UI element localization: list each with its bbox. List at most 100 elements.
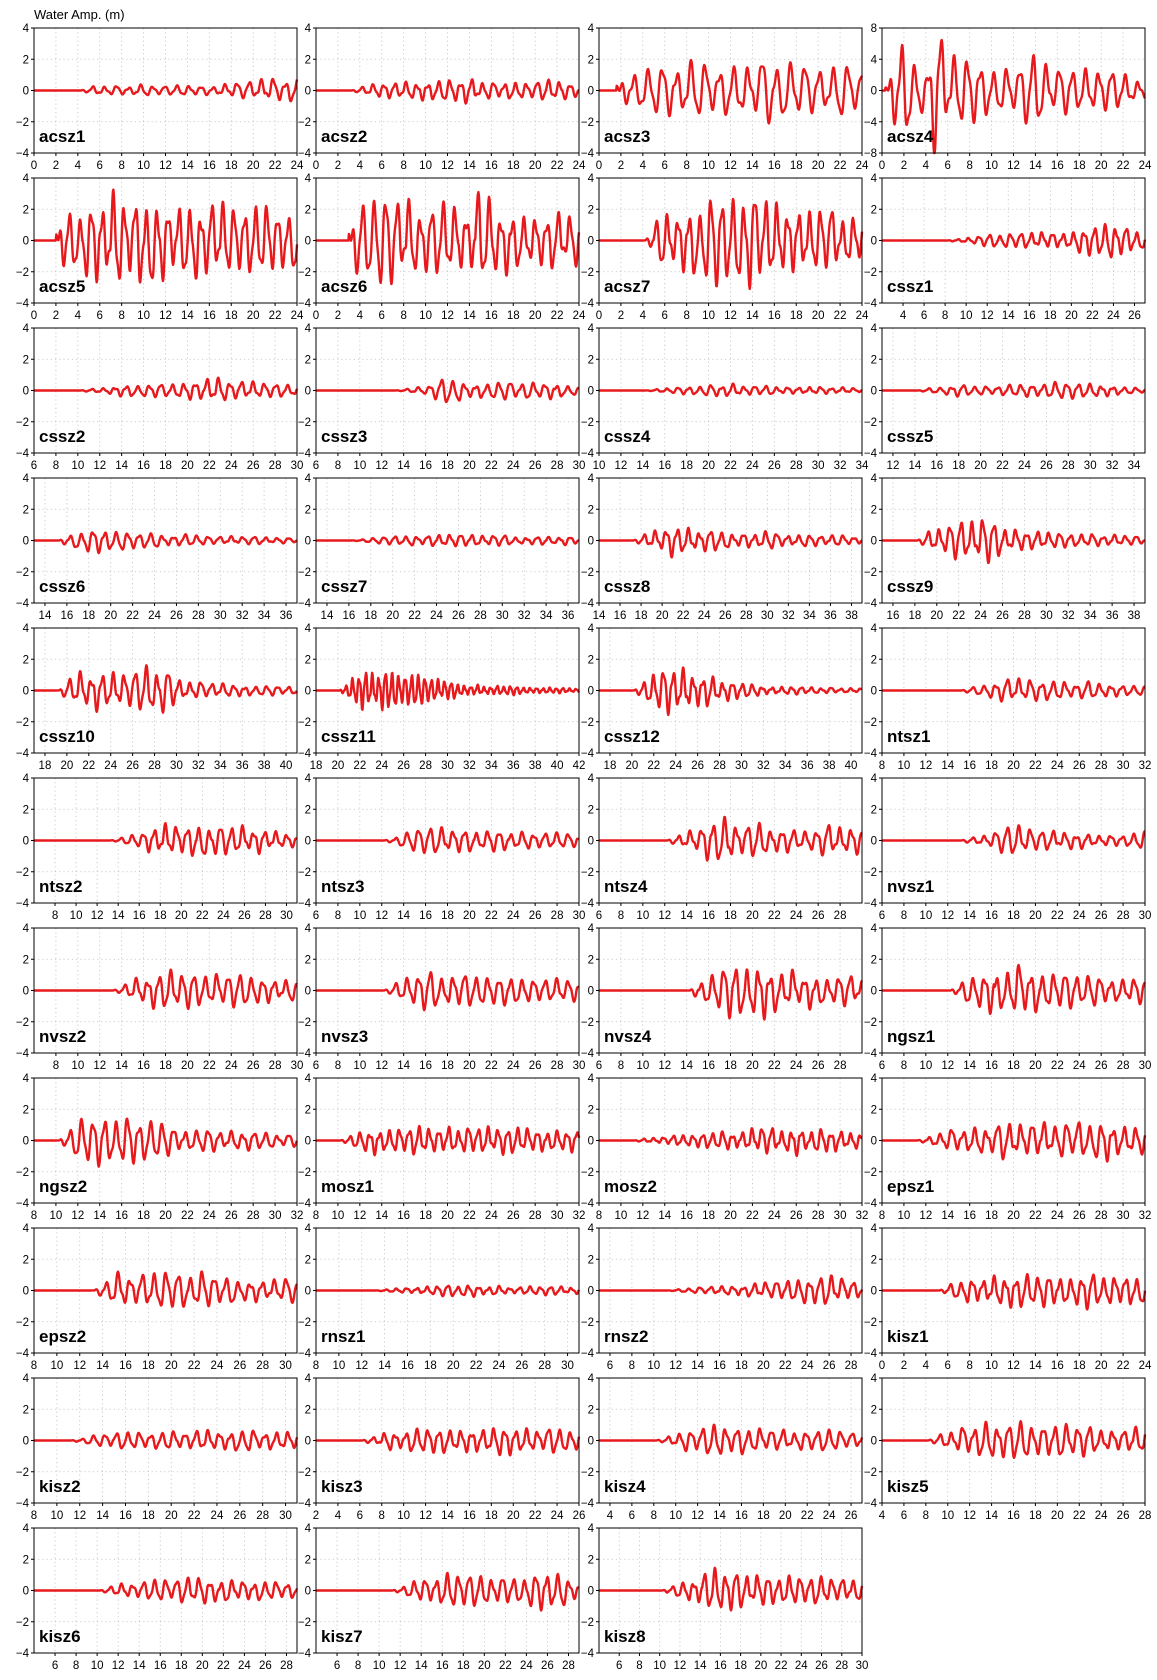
x-tick-label: 10 xyxy=(898,760,911,772)
x-tick-label: 0 xyxy=(596,310,602,322)
x-tick-label: 28 xyxy=(713,760,726,772)
x-tick-label: 18 xyxy=(419,1210,432,1222)
x-tick-label: 8 xyxy=(923,1510,929,1522)
y-tick-label: −2 xyxy=(581,1317,594,1329)
x-tick-label: 30 xyxy=(573,460,586,472)
panel-label: cssz1 xyxy=(887,277,933,296)
panel-label: kisz4 xyxy=(604,1477,646,1496)
y-tick-label: 4 xyxy=(23,773,30,785)
x-tick-label: 24 xyxy=(1095,1510,1108,1522)
panel-label: cssz12 xyxy=(604,727,660,746)
x-tick-label: 14 xyxy=(375,1210,388,1222)
y-tick-label: −4 xyxy=(298,898,312,910)
x-tick-label: 26 xyxy=(790,1210,803,1222)
x-tick-label: 24 xyxy=(551,1510,564,1522)
panel-label: kisz2 xyxy=(39,1477,81,1496)
x-tick-label: 20 xyxy=(746,910,759,922)
x-tick-label: 2 xyxy=(901,160,907,172)
y-tick-label: 4 xyxy=(23,473,30,485)
x-tick-label: 32 xyxy=(192,760,205,772)
x-tick-label: 32 xyxy=(856,1210,869,1222)
x-tick-label: 22 xyxy=(952,610,965,622)
x-tick-label: 28 xyxy=(269,1060,282,1072)
series-line-ntsz3 xyxy=(315,826,580,855)
panel-label: cssz10 xyxy=(39,727,95,746)
y-tick-label: 0 xyxy=(871,1136,877,1148)
x-tick-label: 8 xyxy=(879,1210,885,1222)
x-tick-label: 8 xyxy=(966,160,972,172)
x-tick-label: 24 xyxy=(238,1660,251,1672)
y-tick-label: −2 xyxy=(864,1467,877,1479)
x-tick-label: 12 xyxy=(1007,160,1020,172)
x-tick-label: 22 xyxy=(801,1510,814,1522)
x-tick-label: 14 xyxy=(593,610,606,622)
x-tick-label: 10 xyxy=(985,1360,998,1372)
panel-label: nvsz4 xyxy=(604,1027,652,1046)
x-tick-label: 14 xyxy=(397,460,410,472)
series-line-epsz1 xyxy=(881,1120,1147,1163)
x-tick-label: 24 xyxy=(790,1060,803,1072)
x-tick-label: 14 xyxy=(181,310,194,322)
x-tick-label: 6 xyxy=(596,910,602,922)
x-tick-label: 10 xyxy=(898,1210,911,1222)
x-tick-label: 6 xyxy=(313,460,319,472)
y-tick-label: 0 xyxy=(305,1286,311,1298)
x-tick-label: 12 xyxy=(981,310,994,322)
x-tick-label: 20 xyxy=(746,1060,759,1072)
y-tick-label: −2 xyxy=(581,1017,594,1029)
x-tick-label: 14 xyxy=(746,310,759,322)
x-tick-label: 18 xyxy=(142,1510,155,1522)
x-tick-label: 28 xyxy=(740,610,753,622)
x-tick-label: 20 xyxy=(779,1510,792,1522)
x-tick-label: 22 xyxy=(126,610,139,622)
x-tick-label: 12 xyxy=(375,910,388,922)
x-tick-label: 22 xyxy=(269,160,282,172)
x-tick-label: 18 xyxy=(735,1360,748,1372)
x-tick-label: 22 xyxy=(217,1660,230,1672)
y-tick-label: −4 xyxy=(581,1048,595,1060)
y-tick-label: 2 xyxy=(588,204,594,216)
y-tick-label: 0 xyxy=(23,1136,29,1148)
panel-label: mosz2 xyxy=(604,1177,657,1196)
x-tick-label: 34 xyxy=(856,460,869,472)
x-tick-label: 14 xyxy=(441,1510,454,1522)
series-line-acsz1 xyxy=(33,77,299,103)
x-tick-label: 24 xyxy=(507,1060,520,1072)
series-line-acsz6 xyxy=(315,190,581,286)
grid xyxy=(882,178,1145,303)
x-tick-label: 30 xyxy=(561,1360,574,1372)
x-tick-label: 20 xyxy=(1029,910,1042,922)
x-tick-label: 20 xyxy=(60,760,73,772)
panel-label: acsz2 xyxy=(321,127,367,146)
x-tick-label: 38 xyxy=(258,760,271,772)
x-tick-label: 16 xyxy=(614,610,627,622)
x-tick-label: 22 xyxy=(1051,1060,1064,1072)
x-tick-label: 16 xyxy=(397,1210,410,1222)
x-tick-label: 28 xyxy=(474,610,487,622)
x-tick-label: 20 xyxy=(625,760,638,772)
x-tick-label: 8 xyxy=(618,910,624,922)
x-tick-label: 2 xyxy=(53,160,59,172)
x-tick-label: 12 xyxy=(1007,1360,1020,1372)
y-tick-label: 0 xyxy=(23,986,29,998)
y-tick-label: 0 xyxy=(588,86,594,98)
series-line-acsz5 xyxy=(33,188,299,284)
x-tick-label: 12 xyxy=(93,460,106,472)
x-tick-label: 18 xyxy=(441,1060,454,1072)
x-tick-label: 16 xyxy=(119,1360,132,1372)
x-tick-label: 26 xyxy=(845,1510,858,1522)
x-tick-label: 18 xyxy=(310,760,323,772)
y-tick-label: 4 xyxy=(23,923,30,935)
panel-label: kisz1 xyxy=(887,1327,929,1346)
x-tick-label: 26 xyxy=(515,1360,528,1372)
x-tick-label: 2 xyxy=(53,310,59,322)
x-tick-label: 12 xyxy=(375,460,388,472)
